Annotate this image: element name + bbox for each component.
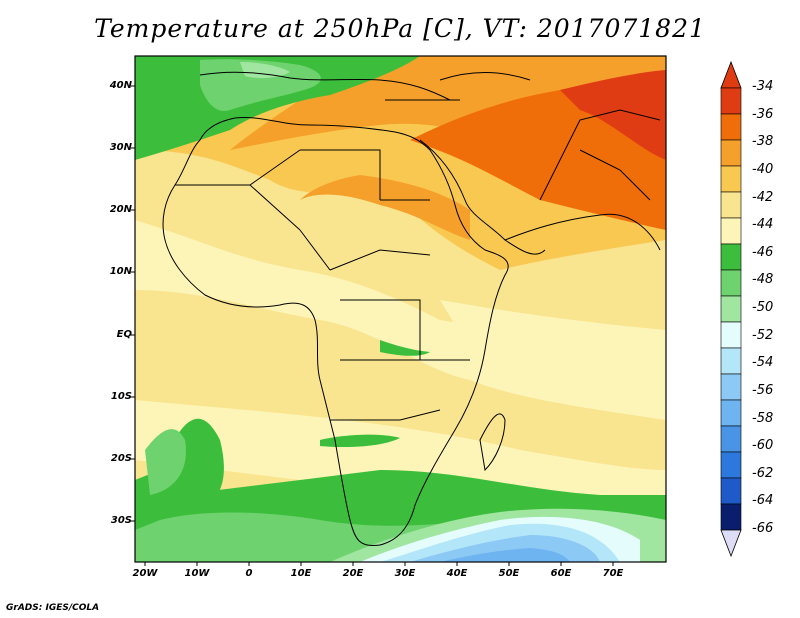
colorbar-label: -34	[752, 79, 774, 94]
lon-label: 30E	[394, 568, 416, 579]
temperature-field	[135, 56, 666, 562]
colorbar-swatch	[720, 373, 742, 401]
colorbar-swatch	[720, 87, 742, 115]
lon-label: 0	[245, 568, 253, 579]
colorbar-label: -44	[752, 217, 774, 233]
colorbar-label: -46	[752, 244, 774, 260]
footer-credit: GrADS: IGES/COLA	[6, 603, 100, 613]
lat-label: EQ	[116, 329, 132, 340]
colorbar-label: -36	[752, 106, 774, 122]
lat-label: 40N	[109, 80, 132, 91]
lon-label: 60E	[550, 568, 572, 579]
colorbar-label: -48	[752, 272, 774, 288]
colorbar-swatch	[720, 399, 742, 427]
colorbar-swatch	[720, 295, 742, 323]
lon-label: 20W	[132, 568, 158, 579]
lon-label: 10E	[290, 568, 312, 579]
colorbar-swatch	[720, 321, 742, 349]
coastlines	[162, 71, 661, 547]
colorbar-swatch	[720, 503, 742, 531]
colorbar-label: -56	[752, 382, 774, 398]
colorbar-label: -58	[752, 410, 774, 426]
colorbar-swatch	[720, 139, 742, 167]
colorbar	[720, 60, 742, 558]
colorbar-swatch	[720, 477, 742, 505]
lat-label: 20S	[110, 453, 132, 464]
colorbar-label: -50	[752, 300, 774, 315]
colorbar-swatch	[720, 165, 742, 193]
lat-label: 30N	[109, 142, 132, 153]
colorbar-swatch	[720, 243, 742, 271]
lon-label: 50E	[498, 568, 520, 579]
page-title: Temperature at 250hPa [C], VT: 201707182…	[94, 14, 706, 43]
colorbar-label: -66	[752, 521, 774, 536]
colorbar-bottom-triangle	[720, 529, 742, 558]
colorbar-label: -52	[752, 327, 774, 343]
colorbar-swatch	[720, 269, 742, 297]
colorbar-label: -64	[752, 493, 774, 509]
lon-label: 20E	[342, 568, 364, 579]
colorbar-label: -38	[752, 134, 774, 150]
colorbar-label: -40	[752, 161, 774, 177]
axis-ticks	[131, 85, 614, 566]
colorbar-label: -42	[752, 189, 774, 205]
lat-label: 10N	[109, 266, 132, 277]
plot-frame	[134, 55, 667, 563]
colorbar-label: -60	[752, 438, 774, 454]
colorbar-swatch	[720, 425, 742, 453]
colorbar-swatch	[720, 451, 742, 479]
colorbar-swatch	[720, 347, 742, 375]
colorbar-top-triangle	[720, 60, 742, 89]
lon-label: 70E	[602, 568, 624, 579]
lon-label: 10W	[184, 568, 210, 579]
lat-label: 10S	[110, 391, 132, 402]
lat-label: 30S	[110, 515, 132, 526]
colorbar-label: -62	[752, 465, 774, 481]
colorbar-swatch	[720, 217, 742, 245]
lat-label: 20N	[109, 204, 132, 215]
colorbar-label: -54	[752, 355, 774, 371]
lon-label: 40E	[446, 568, 468, 579]
colorbar-swatch	[720, 113, 742, 141]
colorbar-swatch	[720, 191, 742, 219]
